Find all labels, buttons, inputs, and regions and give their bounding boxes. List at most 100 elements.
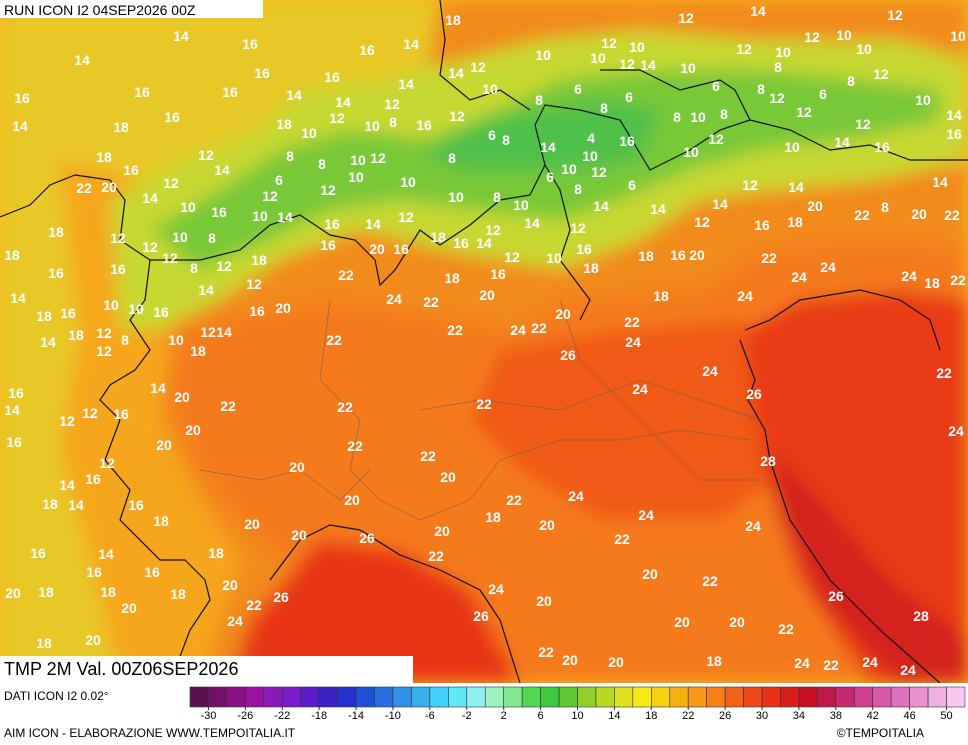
temperature-label: 12 xyxy=(384,96,400,112)
temperature-label: 12 xyxy=(708,131,724,147)
temperature-label: 8 xyxy=(535,92,543,108)
temperature-label: 8 xyxy=(673,109,681,125)
temperature-label: 18 xyxy=(190,343,206,359)
temperature-label: 20 xyxy=(185,422,201,438)
temperature-label: 12 xyxy=(678,10,694,26)
temperature-label: 10 xyxy=(680,60,696,76)
temperature-label: 22 xyxy=(531,320,547,336)
temperature-label: 22 xyxy=(823,657,839,673)
temperature-label: 18 xyxy=(706,653,722,669)
temperature-label: 10 xyxy=(513,197,529,213)
temperature-label: 20 xyxy=(536,593,552,609)
temperature-label: 10 xyxy=(400,174,416,190)
temperature-label: 12 xyxy=(873,66,889,82)
colorbar-swatch xyxy=(355,686,375,708)
temperature-label: 22 xyxy=(702,573,718,589)
regional-borders xyxy=(199,299,761,521)
colorbar-swatch xyxy=(208,686,228,708)
temperature-label: 12 xyxy=(246,276,262,292)
temperature-label: 12 xyxy=(855,116,871,132)
colorbar-tick-label: 14 xyxy=(608,710,620,722)
temperature-label: 18 xyxy=(42,496,58,512)
temperature-label: 14 xyxy=(593,198,609,214)
temperature-label: 8 xyxy=(121,332,129,348)
temperature-label: 26 xyxy=(273,589,289,605)
temperature-label: 14 xyxy=(59,477,75,493)
colorbar-tick-label: -18 xyxy=(311,710,327,722)
temperature-label: 24 xyxy=(900,662,916,678)
temperature-label: 12 xyxy=(163,175,179,191)
temperature-label: 12 xyxy=(82,405,98,421)
temperature-label: 14 xyxy=(98,546,114,562)
colorbar-swatch xyxy=(429,686,449,708)
temperature-label: 24 xyxy=(510,322,526,338)
colorbar-swatch xyxy=(817,686,837,708)
temperature-label: 18 xyxy=(48,224,64,240)
temperature-label: 24 xyxy=(488,581,504,597)
temperature-label: 12 xyxy=(198,147,214,163)
colorbar-tick-label: -6 xyxy=(425,710,435,722)
temperature-label: 18 xyxy=(36,308,52,324)
temperature-label: 22 xyxy=(447,322,463,338)
temperature-label: 20 xyxy=(689,247,705,263)
temperature-label: 14 xyxy=(68,497,84,513)
temperature-label: 20 xyxy=(440,469,456,485)
temperature-label: 18 xyxy=(113,119,129,135)
colorbar-swatch xyxy=(614,686,634,708)
temperature-label: 10 xyxy=(350,152,366,168)
temperature-label: 12 xyxy=(59,413,75,429)
temperature-label: 24 xyxy=(625,334,641,350)
colorbar-swatch xyxy=(853,686,874,708)
temperature-label: 14 xyxy=(335,94,351,110)
temperature-label: 20 xyxy=(344,492,360,508)
footer-credit: AIM ICON - ELABORAZIONE WWW.TEMPOITALIA.… xyxy=(4,726,296,740)
temperature-label: 22 xyxy=(423,294,439,310)
temperature-label: 14 xyxy=(10,290,26,306)
temperature-label: 18 xyxy=(924,275,940,291)
colorbar: -30 -26 -22 -18 -14 -10 -6 -2 2 6 10 14 18 22 26 30 34 38… xyxy=(189,686,966,722)
temperature-label: 22 xyxy=(936,365,952,381)
temperature-label: 16 xyxy=(619,133,635,149)
temperature-label: 24 xyxy=(820,259,836,275)
temperature-label: 14 xyxy=(403,36,419,52)
temperature-label: 24 xyxy=(632,381,648,397)
temperature-label: 18 xyxy=(444,270,460,286)
temperature-label: 16 xyxy=(242,36,258,52)
temperature-label: 24 xyxy=(862,654,878,670)
temperature-label: 18 xyxy=(653,288,669,304)
temperature-label: 10 xyxy=(172,229,188,245)
colorbar-tick-label: -26 xyxy=(237,710,253,722)
temperature-label: 14 xyxy=(40,334,56,350)
temperature-label: 10 xyxy=(482,81,498,97)
temperature-label: 24 xyxy=(901,268,917,284)
temperature-label: 8 xyxy=(190,260,198,276)
colorbar-swatch xyxy=(374,686,394,708)
temperature-label: 8 xyxy=(847,73,855,89)
temperature-label: 16 xyxy=(359,42,375,58)
temperature-label: 16 xyxy=(60,305,76,321)
colorbar-swatch xyxy=(540,686,560,708)
colorbar-swatch xyxy=(411,686,431,708)
colorbar-tick-label: 34 xyxy=(793,710,805,722)
temperature-label: 10 xyxy=(561,161,577,177)
temperature-label: 22 xyxy=(76,180,92,196)
colorbar-swatch xyxy=(946,686,966,708)
temperature-label: 12 xyxy=(887,7,903,23)
colorbar-swatch xyxy=(724,686,744,708)
colorbar-swatch xyxy=(798,686,818,708)
colorbar-swatch xyxy=(263,686,283,708)
colorbar-tick-label: -14 xyxy=(348,710,364,722)
temperature-label: 18 xyxy=(96,149,112,165)
colorbar-tick-label: 42 xyxy=(867,710,879,722)
temperature-label: 18 xyxy=(638,248,654,264)
temperature-label: 14 xyxy=(214,162,230,178)
temperature-label: 8 xyxy=(574,181,582,197)
temperature-label: 18 xyxy=(485,509,501,525)
colorbar-swatch xyxy=(484,686,504,708)
temperature-label: 20 xyxy=(289,459,305,475)
colorbar-swatch xyxy=(909,686,929,708)
temperature-label: 18 xyxy=(276,116,292,132)
temperature-label: 16 xyxy=(86,564,102,580)
